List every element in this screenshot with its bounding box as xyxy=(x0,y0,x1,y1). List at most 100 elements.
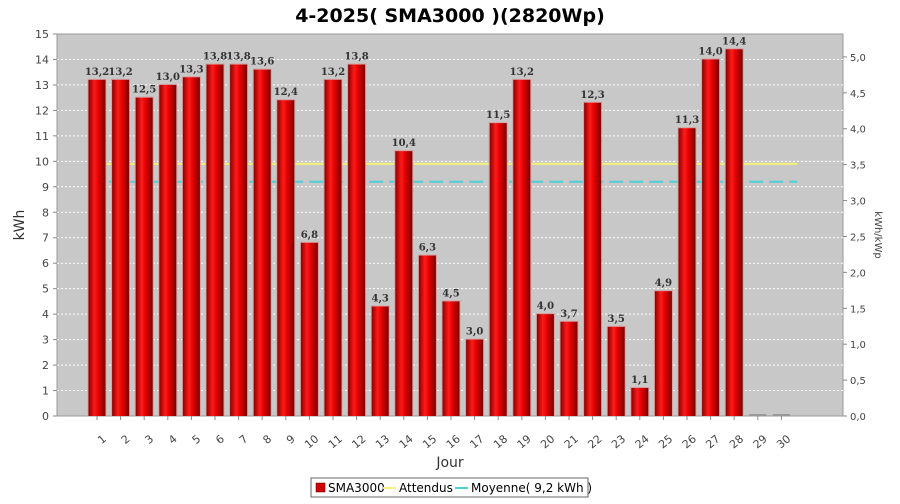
legend-item-sma3000: SMA3000 xyxy=(328,481,385,495)
data-label: 4,3 xyxy=(371,293,388,304)
bar xyxy=(489,123,507,416)
y-tick-label: 1 xyxy=(42,385,49,398)
bar xyxy=(607,326,625,416)
bars xyxy=(87,48,790,417)
bar xyxy=(631,387,649,416)
data-label: 13,0 xyxy=(156,72,180,83)
y-tick-label: 12 xyxy=(35,104,49,117)
legend: SMA3000 Attendus Moyenne( 9,2 kWh ) xyxy=(310,477,592,498)
x-tick-label: 6 xyxy=(213,432,227,446)
legend-box xyxy=(310,477,589,498)
legend-swatch-sma3000 xyxy=(315,482,326,493)
bar xyxy=(442,301,460,416)
x-tick-label: 18 xyxy=(491,432,510,451)
y-tick-label: 9 xyxy=(42,181,49,194)
bar xyxy=(584,102,602,416)
data-label: 13,3 xyxy=(179,64,203,75)
data-label: 1,1 xyxy=(631,375,648,386)
x-tick-label: 13 xyxy=(373,432,392,451)
x-tick-label: 16 xyxy=(444,432,463,451)
data-label: 4,5 xyxy=(442,288,459,299)
x-tick-label: 21 xyxy=(562,432,581,451)
bar xyxy=(466,339,484,416)
y-right-tick-label: 4,5 xyxy=(850,89,866,100)
y-right-tick-label: 3,0 xyxy=(850,197,866,208)
bar xyxy=(159,84,177,416)
x-tick-label: 24 xyxy=(633,432,652,451)
y-tick-label: 11 xyxy=(35,130,49,143)
data-label: 13,6 xyxy=(250,57,274,68)
y-tick-label: 7 xyxy=(42,232,49,245)
data-label: 12,4 xyxy=(274,87,298,98)
data-label: 6,8 xyxy=(301,230,318,241)
data-label: 13,2 xyxy=(108,67,132,78)
x-tick-label: 2 xyxy=(119,432,133,446)
bar xyxy=(536,314,554,416)
y-right-tick-label: 3,5 xyxy=(850,161,866,172)
x-tick-label: 20 xyxy=(538,432,557,451)
y-axis-label: kWh xyxy=(12,210,28,241)
y-right-tick-label: 1,0 xyxy=(850,340,866,351)
data-label: 3,5 xyxy=(607,314,624,325)
y-right-tick-label: 2,0 xyxy=(850,268,866,279)
bar xyxy=(182,77,200,416)
data-label: 4,0 xyxy=(537,301,554,312)
y-tick-label: 14 xyxy=(35,53,49,66)
x-tick-label: 8 xyxy=(260,432,274,446)
data-label: 13,8 xyxy=(226,52,250,63)
y-right-axis-label: kWh/kWp xyxy=(872,211,883,258)
y-right-tick-label: 0,5 xyxy=(850,376,866,387)
legend-item-moyenne: Moyenne( 9,2 kWh ) xyxy=(471,481,592,495)
bar xyxy=(395,151,413,416)
data-label: 3,0 xyxy=(466,327,483,338)
bar xyxy=(348,64,366,416)
x-tick-label: 19 xyxy=(515,432,534,451)
x-tick-label: 23 xyxy=(609,432,628,451)
bar xyxy=(88,79,106,416)
data-label: 12,5 xyxy=(132,85,156,96)
y-right-axis-ticks: 0,0 0,5 1,0 1,5 2,0 2,5 3,0 3,5 4,0 4,5 5,0 xyxy=(843,53,866,423)
bar xyxy=(324,79,342,416)
x-tick-label: 10 xyxy=(302,432,321,451)
data-label: 3,7 xyxy=(560,309,577,320)
x-tick-label: 1 xyxy=(95,432,109,446)
bar xyxy=(371,306,389,416)
y-tick-label: 8 xyxy=(42,206,49,219)
bar xyxy=(560,321,578,416)
data-label: 14,4 xyxy=(722,36,746,47)
bar xyxy=(513,79,531,416)
x-tick-label: 29 xyxy=(751,432,770,451)
y-tick-label: 5 xyxy=(42,283,49,296)
bar xyxy=(725,49,743,416)
x-tick-label: 28 xyxy=(727,432,746,451)
y-tick-label: 6 xyxy=(42,257,49,270)
y-tick-label: 2 xyxy=(42,359,49,372)
x-axis-ticks: 1 2 3 4 5 6 7 8 9 10 11 12 13 14 15 16 17 18 19 20 21 22 23 24 2… xyxy=(95,416,793,451)
y-right-tick-label: 1,5 xyxy=(850,304,866,315)
x-tick-label: 27 xyxy=(703,432,722,451)
x-tick-label: 7 xyxy=(237,432,251,446)
y-right-tick-label: 0,0 xyxy=(850,412,866,423)
legend-item-attendus: Attendus xyxy=(399,481,453,495)
y-right-tick-label: 5,0 xyxy=(850,53,866,64)
x-tick-label: 26 xyxy=(680,432,699,451)
x-tick-label: 5 xyxy=(190,432,204,446)
data-label: 12,3 xyxy=(580,90,604,101)
data-label: 11,3 xyxy=(675,115,699,126)
bar xyxy=(678,128,696,416)
x-tick-label: 3 xyxy=(142,432,156,446)
bar xyxy=(206,64,224,416)
x-tick-label: 14 xyxy=(397,432,416,451)
x-tick-label: 15 xyxy=(420,432,439,451)
data-label: 11,5 xyxy=(486,110,510,121)
y-right-tick-label: 2,5 xyxy=(850,232,866,243)
bar xyxy=(253,69,271,417)
bar xyxy=(300,242,318,416)
data-label: 13,8 xyxy=(203,52,227,63)
data-label: 10,4 xyxy=(392,138,416,149)
data-label: 4,9 xyxy=(655,278,672,289)
data-label: 13,8 xyxy=(344,52,368,63)
